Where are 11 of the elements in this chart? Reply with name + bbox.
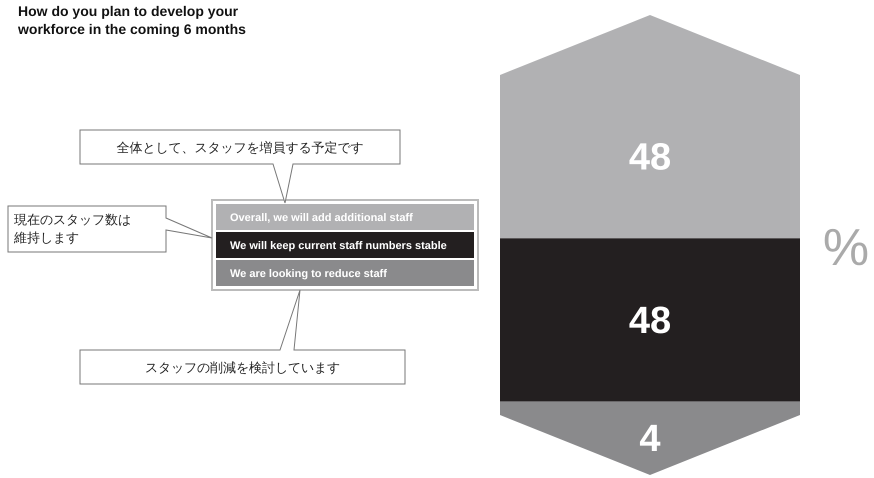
text: How do you plan to develop your workforce in the coming 6 months <box>17 3 246 37</box>
text: We are looking to reduce staff <box>230 268 388 280</box>
data-label: 4 <box>639 418 661 460</box>
text: 現在のスタッフ数は維持します <box>13 212 131 245</box>
text: % <box>822 219 870 277</box>
text: Overall, we will add additional staff <box>230 212 414 224</box>
data-label: 48 <box>628 136 672 179</box>
data-label: 48 <box>628 300 672 342</box>
text: 全体として、スタッフを増員する予定です <box>116 140 364 155</box>
text: スタッフの削減を検討しています <box>145 360 340 375</box>
text: We will keep current staff numbers stable <box>230 240 447 252</box>
